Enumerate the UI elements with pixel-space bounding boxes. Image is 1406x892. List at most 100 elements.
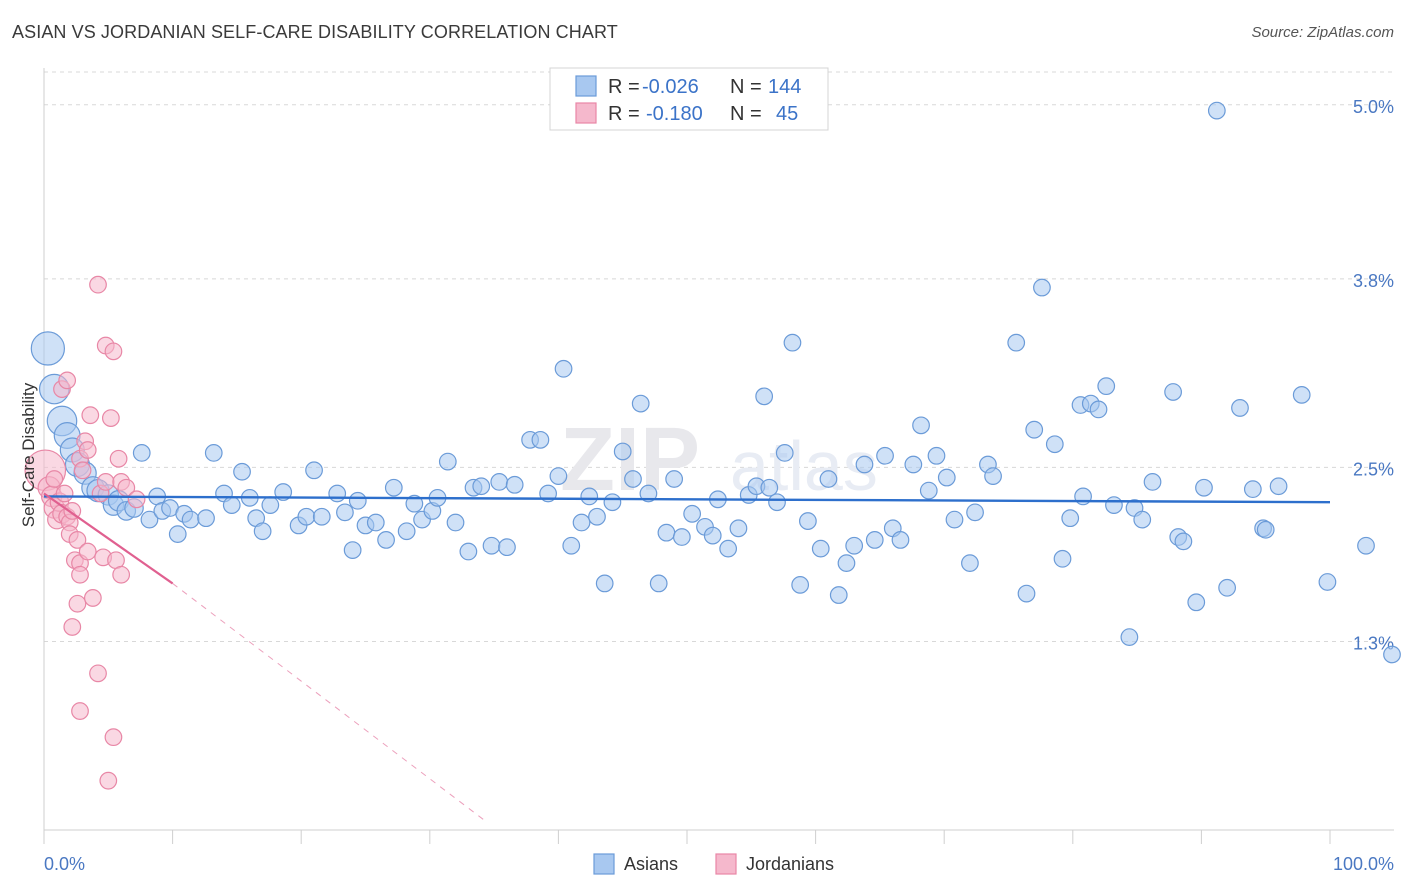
asian-point [1218,578,1236,597]
y-tick-label: 1.3% [1353,633,1394,653]
asian-point [531,430,550,449]
legend-n-label-jordanians: N = [730,103,762,125]
asian-point [837,554,856,573]
jordanian-point [101,409,120,427]
asian-point [377,531,395,549]
bottom-legend-asians: Asians [624,854,678,874]
asian-point [719,539,738,558]
bottom-legend-jordanians: Jordanians [746,854,834,874]
asian-point [961,554,979,573]
grid-layer [44,71,1394,642]
asian-point [1383,645,1401,664]
jordanian-point [109,449,128,468]
legend-r-value-asians: -0.026 [642,76,699,98]
jordanian-point [89,664,107,683]
jordanian-point [81,406,100,425]
asian-point [472,477,491,496]
asian-point [799,512,817,530]
asian-point [1292,385,1311,404]
asian-point [562,536,581,555]
asian-point [1174,532,1193,551]
asian-point [912,416,930,435]
jordanian-point [89,275,107,294]
asian-point [1231,399,1249,417]
jordanian-point [68,531,87,549]
legend-r-label-jordanians: R = [608,103,640,125]
asian-point [649,574,668,593]
asian-point [613,442,632,461]
jordanian-trendline-extension [172,583,488,824]
jordanian-point [71,702,89,720]
asian-point [588,507,606,526]
asian-point [580,487,599,506]
jordanian-point [58,371,77,390]
asian-point [624,470,642,488]
asian-point [1105,496,1123,514]
asian-point [297,507,316,526]
asian-point [572,513,591,532]
asian-point [845,536,864,555]
asian-point [603,493,622,512]
asian-point [1243,480,1262,499]
jordanian-point [73,461,92,480]
asian-point [865,531,884,549]
asian-trendline [43,495,1331,504]
jordanian-point [104,342,123,361]
legend-n-value-jordanians: 45 [776,103,798,125]
asian-point [1089,400,1108,419]
y-tick-label: 3.8% [1353,271,1394,291]
asian-point [703,526,722,545]
asian-point [891,531,910,549]
asian-point [819,470,838,488]
asian-point [1195,478,1213,497]
asian-point [405,494,424,513]
asian-point [140,510,159,529]
asian-point [966,503,984,522]
asian-point [665,470,684,488]
watermark: ZIP atlas [560,410,878,510]
asian-point [855,455,874,474]
legend-r-value-jordanians: -0.180 [646,103,703,125]
asian-point [904,455,923,474]
asian-point [639,484,658,503]
asian-point [631,394,650,413]
asian-point [729,519,748,538]
jordanian-point [99,771,118,790]
jordanian-trendline [43,492,174,585]
trend-layer [43,492,1331,824]
asian-point [253,522,272,541]
asian-point [1053,549,1072,568]
asian-point [305,461,323,480]
bottom-legend-swatch-asians [593,853,615,875]
asian-point [1045,435,1064,454]
asian-point [328,484,347,503]
asian-point [554,359,573,378]
asian-point [397,522,416,541]
jordanian-point [45,470,64,488]
asian-point [233,462,251,481]
y-axis-label: Self-Care Disability [19,382,38,527]
asian-point [927,446,946,465]
legend-box: R = -0.026 N = 144 R = -0.180 N = 45 [549,67,829,131]
asian-point [168,525,187,543]
asian-point [336,503,354,522]
legend-n-label-asians: N = [730,76,762,98]
asian-point [1269,477,1288,496]
asian-point [459,542,478,561]
asian-point [197,509,215,528]
asian-point [549,467,568,485]
asian-point [505,475,524,494]
asian-point [1164,383,1182,401]
asian-point [783,333,802,352]
asian-point [1207,101,1226,120]
asian-point [30,331,66,366]
asian-point [1133,510,1152,529]
asian-point [829,586,848,604]
asian-point [384,478,403,497]
jordanian-point [104,728,123,747]
asian-point [919,481,938,500]
asian-point [222,496,241,514]
asian-point [760,478,779,497]
legend-swatch-jordanians [575,102,597,124]
asian-point [1017,584,1036,603]
